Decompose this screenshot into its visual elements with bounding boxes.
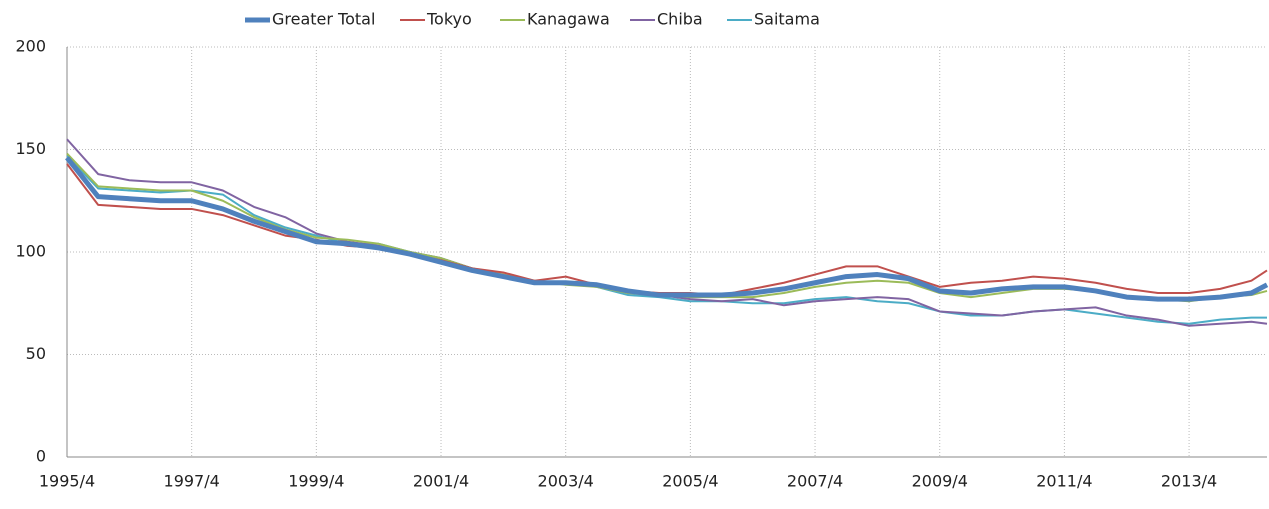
- x-tick-label: 1997/4: [164, 472, 220, 491]
- legend-label: Saitama: [754, 10, 820, 29]
- y-tick-label: 150: [15, 139, 46, 158]
- legend-label: Greater Total: [272, 10, 375, 29]
- y-tick-label: 0: [36, 447, 46, 466]
- series-line: [66, 152, 1268, 303]
- x-tick-label: 2003/4: [538, 472, 594, 491]
- y-tick-label: 200: [15, 37, 46, 56]
- x-tick-label: 1995/4: [39, 472, 95, 491]
- x-tick-label: 2009/4: [912, 472, 968, 491]
- y-tick-label: 50: [26, 344, 46, 363]
- x-tick-label: 2005/4: [662, 472, 718, 491]
- x-tick-label: 2013/4: [1161, 472, 1217, 491]
- legend-label: Chiba: [657, 10, 703, 29]
- y-tick-label: 100: [15, 242, 46, 261]
- series-line: [65, 156, 1269, 302]
- x-tick-label: 1999/4: [288, 472, 344, 491]
- x-tick-label: 2011/4: [1036, 472, 1092, 491]
- legend-label: Kanagawa: [527, 10, 610, 29]
- x-tick-label: 2007/4: [787, 472, 843, 491]
- series-line: [66, 154, 1267, 325]
- legend-label: Tokyo: [426, 10, 472, 29]
- series-line: [66, 163, 1268, 297]
- x-tick-label: 2001/4: [413, 472, 469, 491]
